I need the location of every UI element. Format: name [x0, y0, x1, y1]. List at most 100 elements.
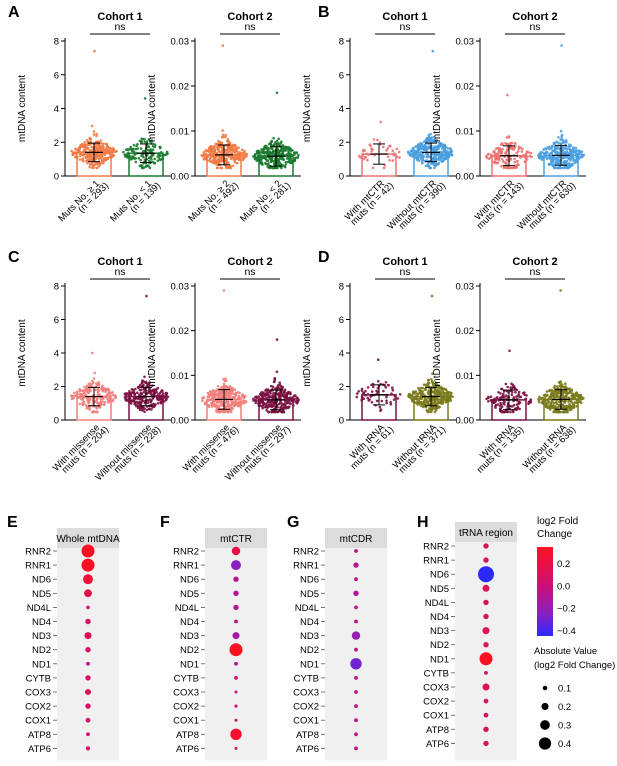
gene-label: ND1: [32, 659, 51, 670]
data-point: [93, 371, 96, 375]
data-point: [148, 381, 151, 385]
data-point: [426, 155, 430, 159]
data-point: [395, 147, 399, 151]
data-point: [436, 400, 440, 404]
data-point: [142, 166, 145, 170]
data-point: [95, 134, 98, 138]
data-point: [242, 151, 245, 155]
y-axis-label: mtDNA content: [432, 75, 443, 142]
significance-label: ns: [529, 266, 540, 278]
data-point: [220, 166, 223, 170]
data-point: [210, 155, 213, 159]
y-tick-label: 4: [54, 104, 59, 115]
data-point: [376, 358, 380, 362]
data-point: [555, 156, 559, 159]
data-point: [383, 164, 387, 167]
data-point: [222, 382, 226, 386]
data-point: [498, 156, 501, 159]
data-point: [544, 401, 548, 405]
data-point: [239, 397, 242, 400]
data-point: [165, 152, 169, 155]
data-point: [156, 159, 160, 162]
data-point: [95, 162, 98, 165]
data-point: [124, 392, 128, 395]
data-point: [385, 401, 389, 405]
data-point: [154, 388, 158, 391]
data-point: [150, 148, 153, 151]
data-point: [529, 401, 532, 404]
data-point: [285, 157, 289, 160]
data-point: [233, 395, 236, 399]
data-point: [133, 395, 137, 398]
data-point: [528, 154, 532, 158]
data-point: [82, 400, 86, 404]
data-point: [575, 154, 579, 157]
data-point: [280, 166, 283, 170]
data-point: [261, 406, 265, 410]
data-point: [437, 389, 441, 392]
data-point: [201, 396, 205, 400]
data-point: [566, 406, 569, 410]
data-point: [290, 153, 293, 157]
fold-change-dot: [354, 732, 358, 737]
size-legend-dot: [542, 685, 548, 691]
data-point: [564, 155, 568, 159]
data-point: [580, 397, 584, 400]
data-point: [143, 140, 146, 144]
data-point: [281, 153, 285, 157]
data-point: [134, 157, 137, 160]
data-point: [524, 156, 528, 160]
data-point: [103, 403, 106, 407]
fold-change-dot: [483, 543, 489, 549]
data-point: [417, 143, 420, 146]
data-point: [516, 150, 520, 153]
data-point: [86, 389, 89, 392]
data-point: [444, 150, 448, 153]
data-point: [161, 394, 164, 397]
data-point: [500, 387, 503, 391]
data-point: [420, 397, 424, 400]
data-point: [359, 156, 362, 159]
data-point: [129, 392, 132, 396]
y-tick-label: 0: [339, 172, 344, 183]
data-point: [493, 401, 496, 405]
data-point: [503, 403, 506, 406]
significance-label: ns: [399, 21, 410, 33]
data-point: [384, 386, 388, 389]
data-point: [432, 135, 436, 139]
data-point: [412, 391, 415, 395]
data-point: [272, 391, 275, 395]
gene-label: RNR1: [293, 561, 319, 572]
data-point: [568, 165, 571, 169]
data-point: [211, 147, 214, 150]
fold-change-dot: [85, 703, 91, 709]
data-point: [270, 156, 273, 159]
data-point: [549, 395, 553, 398]
data-point: [136, 396, 140, 400]
y-tick-label: 2: [339, 382, 344, 393]
fold-change-dot: [234, 746, 238, 750]
panel-title: Cohort 2: [512, 11, 557, 23]
data-point: [437, 154, 441, 158]
data-point: [139, 401, 142, 404]
data-point: [206, 391, 210, 395]
data-point: [220, 399, 223, 403]
fold-change-dot: [478, 566, 494, 583]
data-point: [434, 402, 438, 405]
y-tick-label: 8: [54, 37, 59, 48]
data-point: [555, 393, 559, 396]
data-point: [444, 392, 447, 395]
data-point: [229, 407, 233, 411]
data-point: [555, 390, 559, 393]
fold-change-dot: [234, 676, 238, 680]
data-point: [143, 375, 146, 379]
data-point: [128, 399, 132, 402]
fold-change-dot: [483, 740, 489, 747]
data-point: [161, 392, 165, 395]
data-point: [227, 166, 231, 169]
data-point: [156, 402, 160, 405]
data-point: [213, 144, 216, 148]
data-point: [157, 153, 160, 156]
data-point: [509, 158, 513, 161]
data-point: [214, 390, 217, 393]
